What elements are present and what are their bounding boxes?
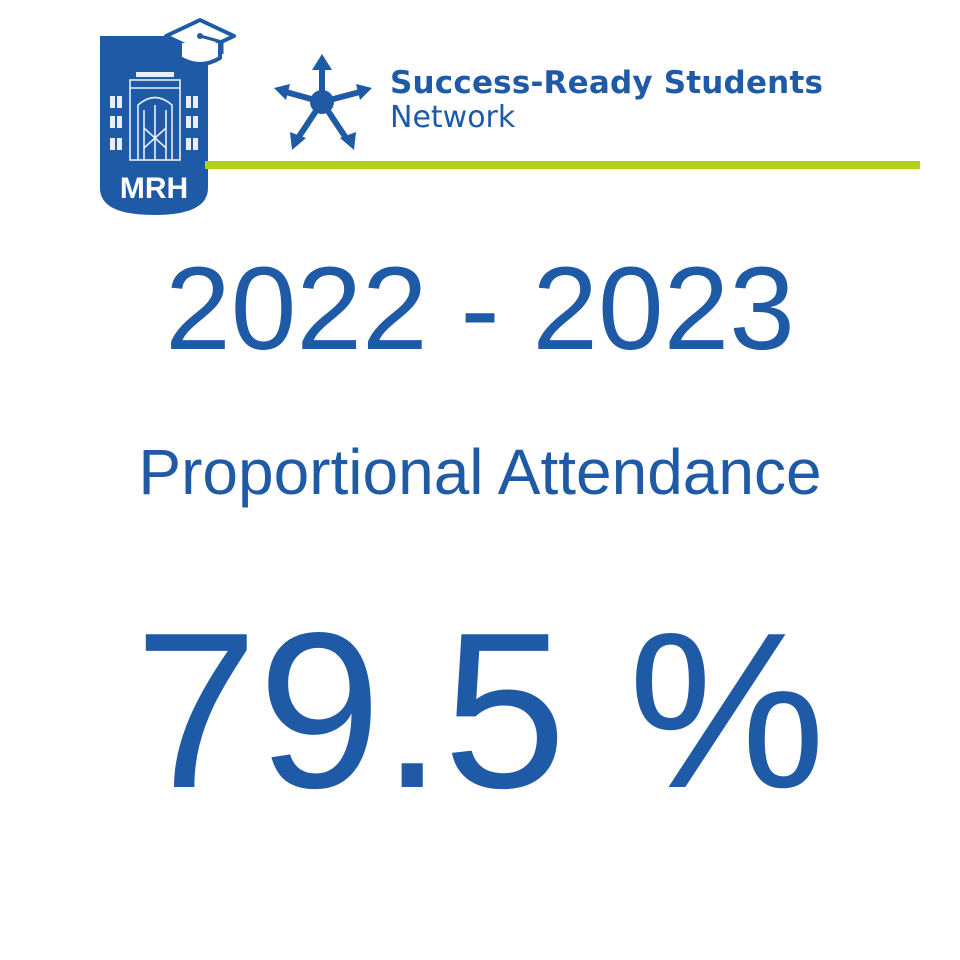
network-name-line2: Network [390,100,516,135]
svg-text:MRH: MRH [120,172,188,205]
accent-divider [205,161,920,169]
attendance-percentage: 79.5 % [134,587,826,835]
school-year-heading: 2022 - 2023 [165,243,795,375]
network-name-line1: Success-Ready Students [390,65,824,101]
metric-label: Proportional Attendance [138,436,822,508]
header: MRH Success-Ready Students N [0,0,960,230]
network-star-icon [274,54,372,150]
school-crest-icon: MRH [100,18,236,215]
network-name: Success-Ready Students Network [390,68,823,133]
